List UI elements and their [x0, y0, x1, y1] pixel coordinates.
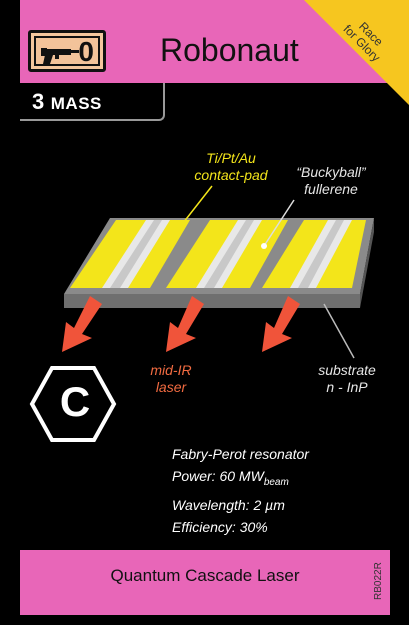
thrust-value: 0 [78, 36, 94, 67]
label-laser-line1: mid-IR [150, 362, 192, 378]
label-substrate-line1: substrate [318, 362, 376, 378]
spec-power: Power: 60 MWbeam [172, 465, 309, 494]
substrate-side [360, 218, 374, 308]
contact-pointer [175, 185, 213, 233]
bottom-band: Quantum Cascade Laser [20, 550, 390, 615]
specs-block: Fabry-Perot resonator Power: 60 MWbeam W… [172, 443, 309, 538]
mass-box: 3 MASS [20, 83, 165, 121]
label-substrate: substrate n - InP [312, 362, 382, 396]
mass-value: 3 [32, 89, 45, 114]
thrust-inner: 0 [34, 36, 100, 67]
stripe-1 [70, 220, 190, 288]
label-laser-line2: laser [155, 379, 187, 395]
card-title: Robonaut [160, 32, 299, 68]
label-bucky-line2: fullerene [304, 181, 358, 197]
laser-arrow-2 [166, 296, 204, 352]
laser-arrow-3 [262, 296, 300, 352]
stripe-2 [166, 220, 288, 288]
card-subtitle: Quantum Cascade Laser [110, 566, 300, 585]
label-laser: mid-IR laser [146, 362, 196, 396]
mass-text: 3 MASS [32, 89, 102, 115]
label-contact-line1: Ti/Pt/Au [206, 150, 256, 166]
label-contact-line2: contact-pad [194, 167, 268, 183]
stripe-3 [262, 220, 366, 288]
mass-label: MASS [50, 94, 102, 113]
thrust-box: 0 [28, 30, 106, 72]
label-contact-pad: Ti/Pt/Au contact-pad [186, 150, 276, 184]
spectral-type-letter: C [59, 378, 91, 425]
spec-power-value: Power: 60 MW [172, 468, 264, 484]
spectral-type-hexagon [29, 366, 117, 442]
label-substrate-line2: n - InP [326, 379, 368, 395]
label-buckyball: “Buckyball” fullerene [288, 164, 374, 198]
substrate-pointer [323, 303, 355, 359]
raygun-icon [41, 48, 79, 64]
substrate-front [64, 294, 360, 308]
spec-efficiency: Efficiency: 30% [172, 518, 268, 535]
spec-power-sub: beam [263, 476, 289, 488]
label-bucky-line1: “Buckyball” [296, 164, 366, 180]
spec-wavelength: Wavelength: 2 µm [172, 496, 285, 513]
spec-resonator: Fabry-Perot resonator [172, 446, 309, 462]
bucky-pointer [263, 199, 295, 247]
laser-arrow-1 [62, 296, 102, 352]
card-code: RB022R [373, 562, 384, 600]
